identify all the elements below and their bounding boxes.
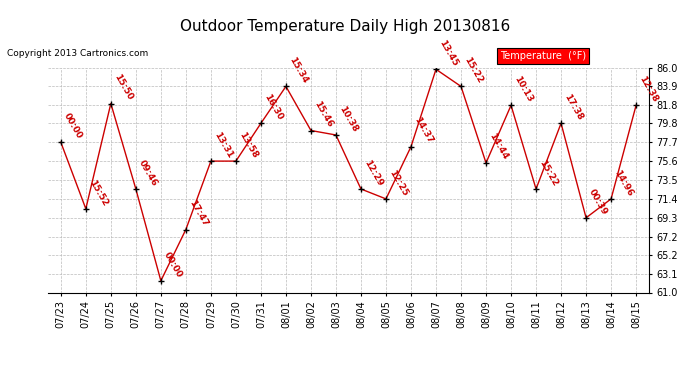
Text: 17:38: 17:38 [562, 93, 584, 122]
Text: 10:13: 10:13 [512, 75, 534, 104]
Text: 15:46: 15:46 [312, 100, 335, 129]
Text: 00:00: 00:00 [162, 251, 184, 279]
Text: 12:29: 12:29 [362, 158, 384, 188]
Text: 14:96: 14:96 [612, 168, 635, 198]
Text: 13:58: 13:58 [237, 130, 259, 160]
Text: 15:22: 15:22 [538, 158, 560, 188]
Text: 13:31: 13:31 [212, 130, 234, 160]
Text: 15:50: 15:50 [112, 73, 134, 102]
Text: 16:30: 16:30 [262, 93, 284, 122]
Text: Copyright 2013 Cartronics.com: Copyright 2013 Cartronics.com [7, 49, 148, 58]
Text: 14:37: 14:37 [412, 116, 435, 146]
Text: 17:47: 17:47 [187, 198, 209, 228]
Text: 10:38: 10:38 [337, 105, 359, 134]
Text: 09:46: 09:46 [137, 158, 159, 188]
Text: 12:38: 12:38 [638, 75, 660, 104]
Text: 13:45: 13:45 [437, 39, 460, 68]
Text: 00:00: 00:00 [62, 112, 84, 141]
Text: 00:39: 00:39 [587, 187, 609, 216]
Text: 15:34: 15:34 [287, 56, 309, 85]
Text: 15:52: 15:52 [87, 178, 109, 207]
Text: 12:25: 12:25 [387, 168, 409, 198]
Text: Temperature  (°F): Temperature (°F) [500, 51, 586, 61]
Text: 14:44: 14:44 [487, 132, 509, 162]
Text: Outdoor Temperature Daily High 20130816: Outdoor Temperature Daily High 20130816 [180, 19, 510, 34]
Text: 15:22: 15:22 [462, 56, 484, 85]
